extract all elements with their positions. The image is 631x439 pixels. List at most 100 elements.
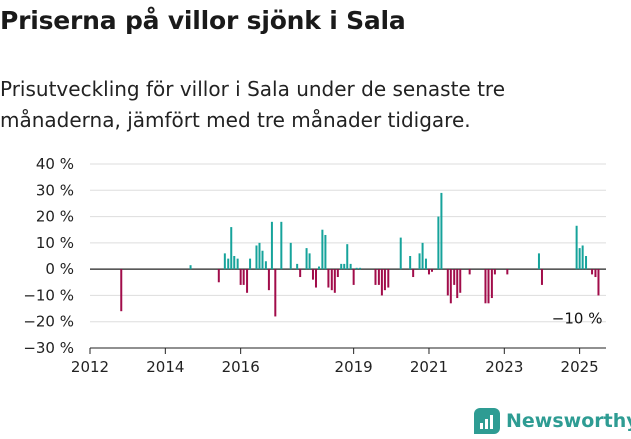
newsworthy-brand: Newsworthy [474,406,631,436]
bar [387,269,390,288]
bar [585,256,588,270]
bar [308,253,311,270]
bar [597,269,600,296]
x-tick-label: 2019 [335,358,373,376]
bar [591,269,594,275]
bar [506,269,509,275]
bar [255,245,258,270]
bar [594,269,597,278]
bar [343,263,346,270]
bar [540,269,543,285]
y-tick-label: 30 % [36,181,74,199]
bar [409,256,412,270]
bar [314,269,317,288]
bar [490,269,493,299]
bar [578,248,581,270]
y-tick-label: 40 % [36,155,74,173]
bar [377,269,380,285]
bar [374,269,377,285]
bar [453,269,456,285]
bar [239,269,242,285]
bar [267,269,270,291]
bar [437,216,440,270]
x-tick-label: 2023 [485,358,523,376]
bar [230,227,233,270]
bar [537,253,540,270]
bar [449,269,452,304]
last-value-annotation: −10 % [552,309,603,327]
chart-subtitle: Prisutveckling för villor i Sala under d… [0,77,505,132]
bar [236,258,239,270]
bar [321,229,324,270]
y-tick-label: 0 % [45,260,74,278]
bar [311,269,314,280]
bar [424,258,427,270]
chart-title: Priserna på villor sjönk i Sala [0,6,406,35]
bar [261,250,264,270]
bar [346,244,349,270]
bar [296,263,299,270]
bar [246,269,249,293]
bar [493,269,496,275]
bar [468,269,471,275]
x-tick-label: 2012 [71,358,109,376]
bar-chart: 40 %30 %20 %10 %0 %−10 %−20 %−30 % 2012 2… [23,155,606,376]
bar [399,237,402,270]
brand-name: Newsworthy [506,410,631,432]
bar [427,269,430,275]
bar [484,269,487,304]
bar [223,253,226,270]
bar [380,269,383,296]
bar [352,269,355,285]
bar [418,253,421,270]
bar [324,234,327,270]
bar [305,248,308,270]
bar [456,269,459,299]
y-tick-label: −30 % [23,339,74,357]
bar [217,269,220,283]
bar [412,269,415,278]
bar [242,269,245,285]
bar [289,242,292,270]
bar [327,269,330,288]
bar-series [120,192,600,317]
bar [330,269,333,291]
bar [120,269,123,312]
bar [333,269,336,293]
bar [264,261,267,270]
x-tick-label: 2025 [561,358,599,376]
bar [355,267,358,270]
bar [249,258,252,270]
bar [280,221,283,270]
x-tick-label: 2021 [410,358,448,376]
bar [421,242,424,270]
bar [487,269,490,304]
y-tick-label: 10 % [36,234,74,252]
bar [299,269,302,278]
bar [349,263,352,270]
y-tick-label: 20 % [36,208,74,226]
x-tick-label: 2014 [146,358,184,376]
y-axis-tick-labels: 40 % 30 % 20 % 10 % 0 % −10 % −20 % −30 % [23,155,74,357]
bar [270,221,273,270]
bar [430,269,433,272]
bar [233,256,236,270]
bar [440,192,443,270]
bar [383,269,386,291]
bar [340,263,343,270]
bar [318,266,320,270]
x-tick-label: 2016 [222,358,260,376]
newsworthy-logo-icon [474,408,500,434]
bar [459,269,462,293]
bar [227,258,230,270]
bar [189,265,192,270]
bar [274,269,277,317]
y-tick-label: −20 % [23,313,74,331]
bar [575,225,578,270]
x-axis: 2012 2014 2016 2019 2021 2023 2025 [71,347,606,376]
bar [581,245,584,270]
bar [258,242,261,270]
bar [446,269,449,296]
y-tick-label: −10 % [23,286,74,304]
bar [359,267,362,270]
